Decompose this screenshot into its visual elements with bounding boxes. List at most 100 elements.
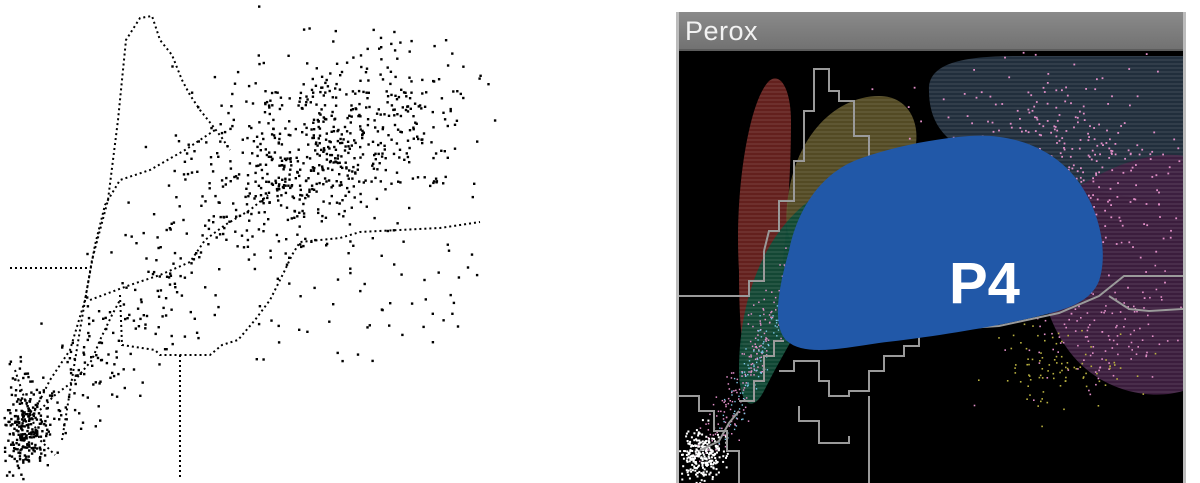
perox-point	[759, 357, 761, 359]
perox-point	[1096, 78, 1098, 81]
left-point	[265, 100, 269, 104]
left-point	[359, 128, 362, 131]
left-point	[22, 415, 25, 419]
perox-point	[701, 451, 704, 454]
left-point	[284, 127, 287, 130]
left-point	[285, 206, 289, 209]
left-point	[416, 176, 420, 179]
left-point	[100, 341, 104, 345]
perox-point	[778, 324, 780, 326]
perox-point	[698, 444, 700, 447]
left-point	[410, 91, 413, 94]
left-point	[299, 97, 302, 100]
perox-point	[1117, 182, 1119, 184]
left-point	[5, 474, 9, 477]
perox-point	[1078, 147, 1081, 150]
perox-point	[1020, 342, 1022, 344]
left-point	[137, 325, 141, 328]
left-point	[308, 157, 312, 160]
perox-point	[745, 382, 748, 384]
left-gate-line	[14, 369, 56, 456]
left-point	[171, 65, 174, 68]
perox-point	[755, 388, 758, 390]
left-point	[412, 115, 415, 118]
left-point	[12, 432, 15, 435]
left-point	[324, 138, 328, 141]
left-point	[317, 137, 320, 140]
left-point	[81, 421, 85, 424]
left-point	[345, 93, 348, 96]
perox-point	[704, 473, 707, 476]
left-point	[43, 454, 47, 457]
perox-point	[1038, 123, 1041, 125]
perox-point	[777, 319, 779, 322]
perox-point	[716, 415, 718, 417]
left-point	[208, 187, 211, 190]
left-point	[296, 233, 299, 236]
left-point	[300, 245, 303, 249]
perox-point	[1091, 149, 1094, 152]
left-point	[352, 185, 355, 188]
perox-point	[756, 369, 758, 371]
left-point	[66, 360, 69, 364]
perox-point	[702, 461, 705, 464]
left-point	[257, 164, 260, 167]
left-point	[347, 151, 350, 155]
perox-point	[741, 353, 743, 355]
left-point	[189, 310, 192, 314]
left-point	[288, 282, 291, 285]
perox-point	[713, 461, 716, 464]
left-point	[15, 409, 18, 412]
perox-point	[1038, 362, 1041, 364]
perox-point	[775, 319, 778, 322]
perox-point	[1097, 405, 1100, 407]
perox-point	[1105, 359, 1107, 361]
perox-point	[735, 417, 738, 419]
perox-point	[713, 437, 715, 440]
left-point	[296, 215, 299, 218]
perox-point	[747, 374, 749, 376]
left-point	[302, 83, 305, 86]
left-point	[105, 327, 108, 331]
left-point	[406, 155, 410, 159]
perox-point	[719, 427, 721, 429]
left-point	[20, 402, 24, 405]
left-point	[305, 95, 308, 98]
perox-point	[708, 457, 711, 460]
perox-point	[1028, 111, 1031, 114]
left-point	[268, 112, 271, 116]
left-point	[325, 244, 328, 247]
left-point	[264, 192, 268, 195]
left-point	[354, 92, 357, 95]
left-point	[236, 177, 239, 180]
left-point	[35, 388, 39, 392]
left-point	[43, 423, 46, 426]
left-point	[304, 103, 307, 107]
left-point	[24, 420, 28, 423]
perox-point	[1009, 122, 1012, 125]
left-point	[97, 310, 101, 313]
left-point	[387, 134, 390, 137]
left-point	[27, 455, 30, 458]
left-point	[328, 89, 331, 93]
perox-point	[750, 363, 753, 366]
left-point	[46, 428, 49, 431]
left-point	[350, 206, 353, 209]
perox-point	[1102, 144, 1104, 146]
left-point	[35, 447, 39, 450]
perox-point	[1175, 217, 1178, 220]
left-point	[10, 443, 13, 446]
left-point	[343, 209, 346, 213]
perox-point	[700, 456, 703, 459]
left-point	[305, 133, 308, 136]
left-point	[314, 149, 317, 152]
perox-point	[759, 320, 761, 322]
left-point	[207, 219, 211, 222]
left-point	[446, 64, 450, 67]
perox-point	[1067, 369, 1070, 371]
perox-point	[1038, 351, 1040, 354]
perox-point	[1019, 381, 1022, 383]
left-point	[264, 163, 268, 166]
left-point	[328, 147, 331, 150]
left-point	[399, 114, 403, 118]
